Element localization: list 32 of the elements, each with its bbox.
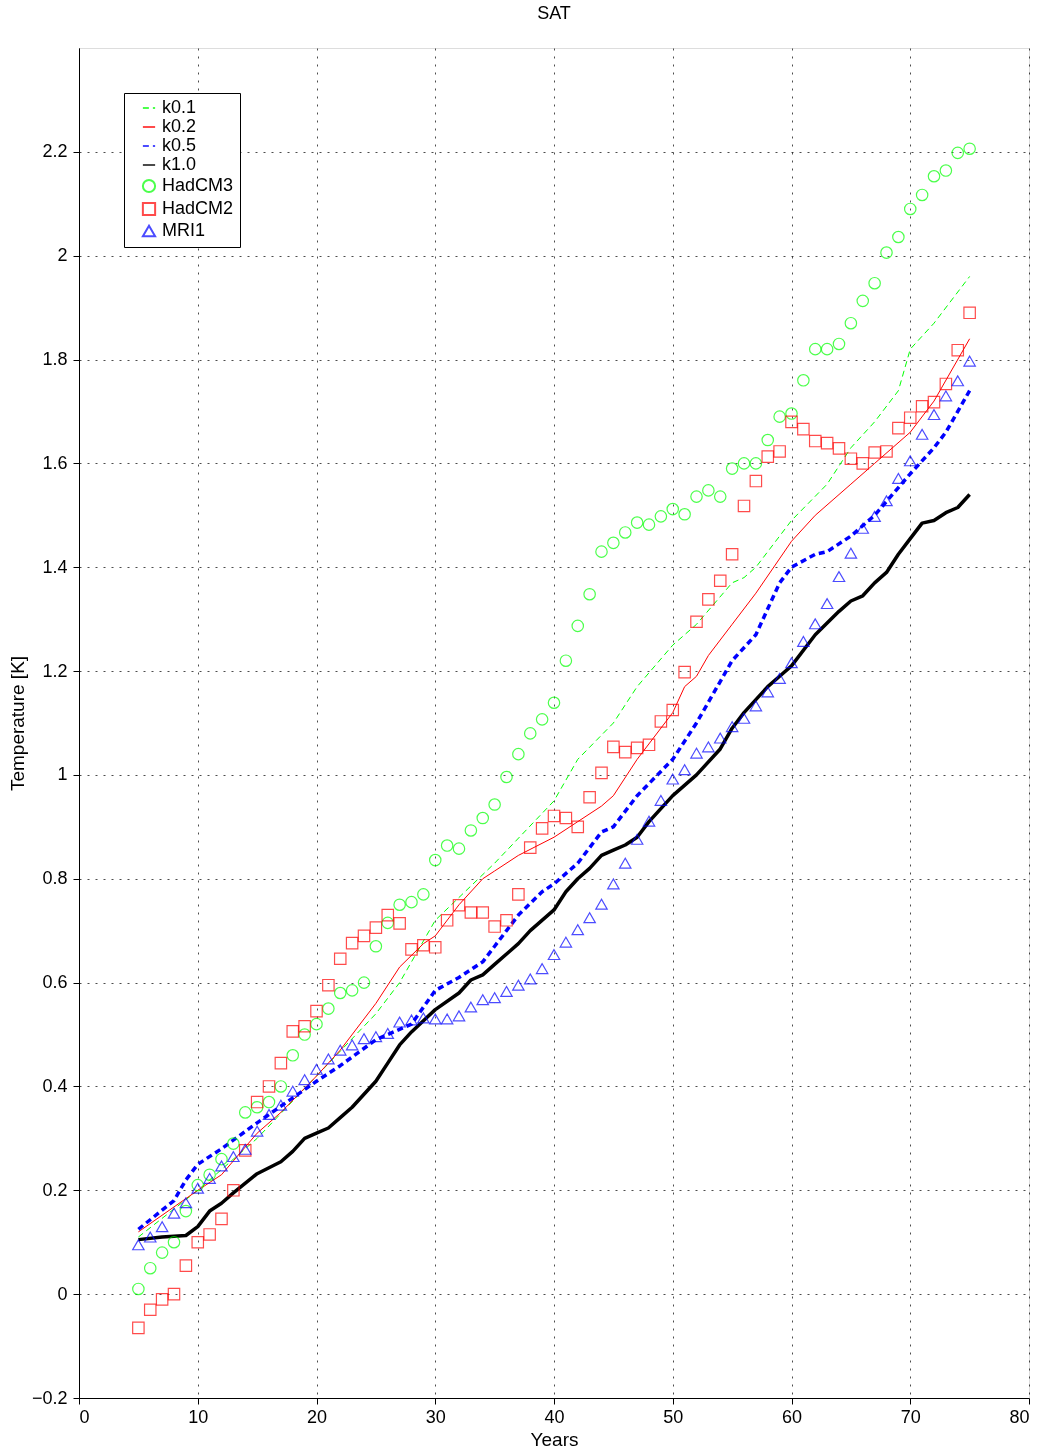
legend-label: MRI1 bbox=[162, 220, 206, 240]
x-tick-label: 80 bbox=[1009, 1406, 1030, 1427]
y-tick-label: −0.2 bbox=[31, 1387, 68, 1408]
x-axis-title: Years bbox=[530, 1428, 579, 1450]
y-tick-label: 0.8 bbox=[42, 868, 68, 889]
y-tick-label: 1.4 bbox=[42, 556, 68, 577]
y-tick-label: 1 bbox=[57, 764, 68, 785]
x-tick-label: 20 bbox=[306, 1406, 328, 1427]
y-tick-label: 1.2 bbox=[42, 660, 68, 681]
y-tick-label: 2 bbox=[57, 245, 68, 266]
legend-label: k0.1 bbox=[162, 97, 197, 117]
x-tick-label: 70 bbox=[900, 1406, 921, 1427]
legend-label: HadCM3 bbox=[162, 175, 234, 195]
x-tick-label: 30 bbox=[425, 1406, 446, 1427]
x-tick-label: 60 bbox=[781, 1406, 803, 1427]
legend-label: HadCM2 bbox=[162, 198, 234, 218]
x-tick-label: 50 bbox=[663, 1406, 684, 1427]
legend-label: k0.5 bbox=[162, 135, 197, 155]
y-tick-label: 2.2 bbox=[42, 141, 68, 162]
legend-label: k0.2 bbox=[162, 116, 197, 136]
y-tick-label: 0.2 bbox=[42, 1179, 68, 1200]
y-tick-label: 1.6 bbox=[42, 452, 68, 473]
x-tick-label: 40 bbox=[544, 1406, 565, 1427]
y-tick-label: 0 bbox=[57, 1283, 68, 1304]
y-tick-label: 1.8 bbox=[42, 349, 68, 370]
y-axis-title: Temperature [K] bbox=[6, 655, 28, 792]
chart-title: SAT bbox=[537, 3, 571, 23]
legend-label: k1.0 bbox=[162, 154, 197, 174]
y-tick-label: 0.4 bbox=[42, 1075, 68, 1096]
y-tick-label: 0.6 bbox=[42, 972, 68, 993]
x-tick-label: 10 bbox=[188, 1406, 209, 1427]
x-tick-label: 0 bbox=[79, 1406, 90, 1427]
